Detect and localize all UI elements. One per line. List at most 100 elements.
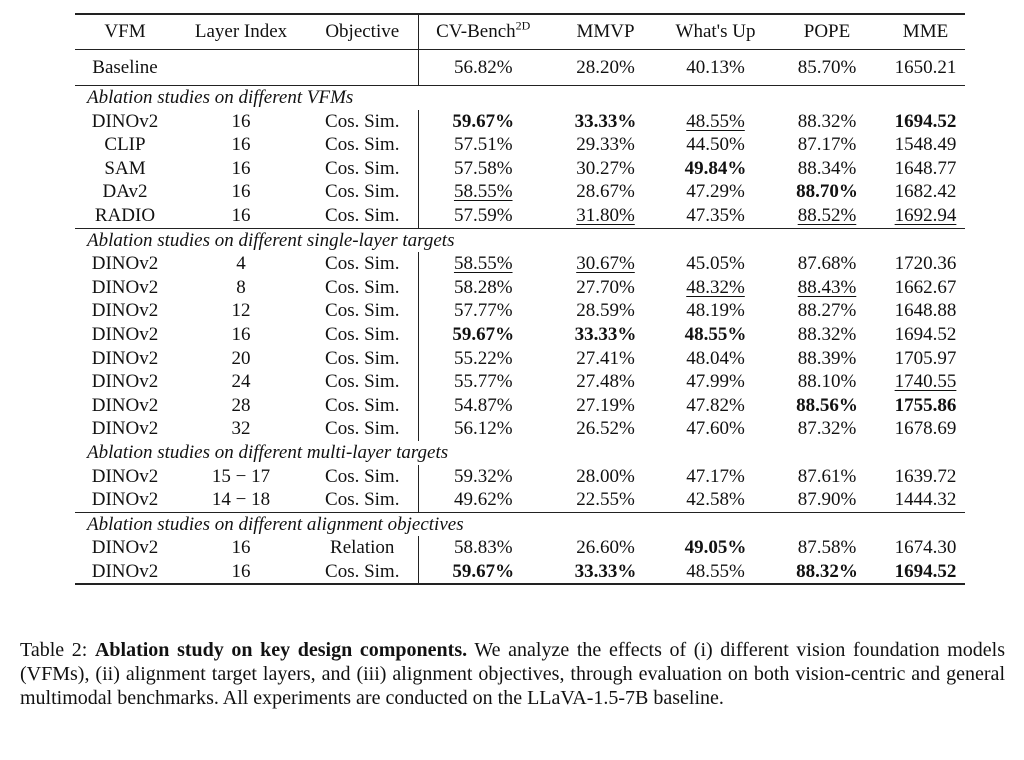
column-header: VFM [75, 13, 175, 50]
section-title: Ablation studies on different alignment … [75, 511, 965, 537]
metric-value: 1639.72 [894, 465, 957, 487]
metric-value: 49.05% [663, 536, 768, 560]
metric-value: 57.58% [453, 157, 513, 179]
objective-cell: Cos. Sim. [307, 464, 419, 489]
metric-value: 1720.36 [894, 253, 957, 275]
metric-value: 55.77% [453, 371, 513, 393]
metric-value: 58.28% [453, 276, 513, 298]
objective-cell: Cos. Sim. [307, 275, 419, 300]
objective-cell: Cos. Sim. [307, 346, 419, 371]
table-row: DINOv2 28 Cos. Sim. 54.87% 27.19% 47.82% 88.56… [75, 393, 965, 418]
section-title-row: Ablation studies on different VFMs [75, 84, 965, 110]
column-header: Layer Index [175, 13, 307, 50]
metric-value: 26.52% [576, 418, 635, 440]
layer-cell: 32 [231, 418, 251, 440]
table-row: DINOv2 14 − 18 Cos. Sim. 49.62% 22.55% 42.58%… [75, 488, 965, 513]
objective-cell: Cos. Sim. [307, 252, 419, 276]
layer-cell: 16 [231, 323, 251, 345]
metric-value-value: 88.52% [797, 204, 857, 226]
metric-value: 28.20% [548, 49, 663, 86]
metric-value: 30.67% [548, 252, 663, 276]
vfm-cell: DINOv2 [91, 418, 159, 440]
metric-value: 88.27% [797, 300, 857, 322]
metric-value: 1678.69 [894, 418, 957, 440]
table-row: SAM 16 Cos. Sim. 57.58% 30.27% 49.84% 88.34% 16… [75, 156, 965, 181]
layer-cell: 16 [231, 134, 251, 156]
metric-value: 26.60% [576, 537, 635, 559]
metric-value: 88.32% [797, 323, 857, 345]
vfm-cell: DINOv2 [91, 465, 159, 487]
table-caption: Table 2: Ablation study on key design co… [20, 638, 1005, 710]
metric-value: 49.84% [663, 157, 768, 181]
metric-value: 33.33% [548, 559, 663, 586]
vfm-cell: DINOv2 [91, 276, 159, 298]
vfm-cell: DINOv2 [91, 371, 159, 393]
table-row: DINOv2 16 Cos. Sim. 59.67% 33.33% 48.55% 88.32… [75, 559, 965, 586]
caption-label: Table 2: [20, 639, 88, 661]
section-title-row: Ablation studies on different alignment … [75, 511, 965, 537]
metric-value: 1755.86 [886, 394, 965, 418]
metric-value: 1444.32 [894, 489, 957, 511]
metric-value-value: 48.55% [686, 110, 745, 132]
metric-value-value: 88.43% [797, 276, 857, 298]
objective-cell: Cos. Sim. [307, 180, 419, 204]
metric-value: 54.87% [453, 394, 513, 416]
metric-value: 56.12% [453, 418, 513, 440]
objective-cell: Cos. Sim. [307, 417, 419, 441]
metric-value: 1674.30 [894, 537, 957, 559]
metric-value: 27.41% [576, 347, 635, 369]
table-row: DINOv2 4 Cos. Sim. 58.55% 30.67% 45.05% 87.68%… [75, 252, 965, 276]
column-header: Objective [307, 13, 419, 50]
section-title-row: Ablation studies on different multi-laye… [75, 441, 965, 465]
metric-value: 58.55% [418, 180, 548, 204]
layer-cell: 28 [231, 394, 251, 416]
metric-value-value: 49.05% [684, 537, 747, 559]
metric-value: 88.70% [768, 180, 886, 204]
metric-value-value: 59.67% [452, 110, 515, 132]
table-row: DAv2 16 Cos. Sim. 58.55% 28.67% 47.29% 88.70% 1… [75, 180, 965, 204]
metric-value-value: 48.55% [684, 323, 747, 345]
objective-cell: Cos. Sim. [307, 133, 419, 157]
table-row: RADIO 16 Cos. Sim. 57.59% 31.80% 47.35% 88.52%… [75, 203, 965, 229]
empty-cell [175, 49, 307, 86]
metric-value: 47.35% [686, 204, 745, 226]
objective-cell: Cos. Sim. [307, 488, 419, 513]
metric-value-value: 58.55% [453, 181, 513, 203]
vfm-cell: RADIO [94, 204, 156, 226]
metric-value: 44.50% [686, 134, 745, 156]
metric-value: 57.59% [453, 204, 513, 226]
section-title: Ablation studies on different single-lay… [75, 227, 965, 253]
vfm-cell: DINOv2 [75, 559, 175, 586]
metric-value: 88.56% [768, 394, 886, 418]
metric-value-value: 30.67% [576, 253, 635, 275]
layer-cell: 16 [231, 181, 251, 203]
metric-value: 40.13% [663, 49, 768, 86]
metric-value: 57.51% [453, 134, 513, 156]
metric-value: 28.00% [576, 465, 635, 487]
metric-value: 59.67% [418, 559, 548, 586]
vfm-cell: DINOv2 [91, 300, 159, 322]
objective-cell: Cos. Sim. [307, 393, 419, 418]
objective-cell: Cos. Sim. [307, 156, 419, 181]
layer-cell: 16 [231, 157, 251, 179]
objective-cell: Cos. Sim. [307, 203, 419, 229]
metric-value: 47.60% [686, 418, 745, 440]
header-superscript: 2D [515, 18, 531, 33]
table-row: DINOv2 12 Cos. Sim. 57.77% 28.59% 48.19% 88.27… [75, 299, 965, 323]
metric-value: 1740.55 [886, 370, 965, 394]
layer-cell: 8 [236, 276, 246, 298]
metric-value: 88.39% [797, 347, 857, 369]
metric-value: 1650.21 [886, 49, 965, 86]
layer-cell: 16 [231, 537, 251, 559]
table-row: DINOv2 16 Cos. Sim. 59.67% 33.33% 48.55% 88.32… [75, 109, 965, 134]
metric-value: 58.55% [418, 252, 548, 276]
metric-value: 88.32% [797, 110, 857, 132]
metric-value: 87.58% [797, 537, 857, 559]
metric-value: 31.80% [548, 204, 663, 228]
objective-cell: Cos. Sim. [307, 109, 419, 134]
layer-cell: 4 [236, 253, 246, 275]
vfm-cell: DINOv2 [91, 253, 159, 275]
vfm-cell: DINOv2 [91, 323, 159, 345]
vfm-cell: DINOv2 [91, 394, 159, 416]
table-row: DINOv2 32 Cos. Sim. 56.12% 26.52% 47.60% 87.32… [75, 417, 965, 441]
